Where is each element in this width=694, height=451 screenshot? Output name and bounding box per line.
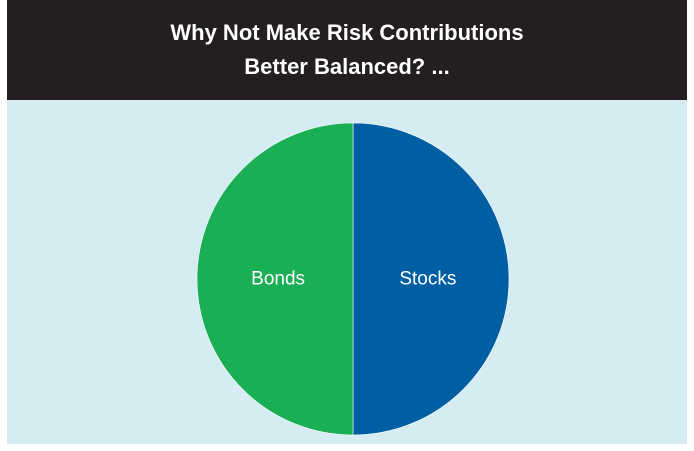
pie-chart: Stocks Bonds (7, 100, 687, 444)
pie-label-stocks: Stocks (399, 269, 456, 290)
chart-title-line-1: Why Not Make Risk Contributions (170, 20, 524, 45)
pie-slices (196, 122, 510, 436)
plot-area: Stocks Bonds (7, 100, 687, 444)
pie-slice-bonds (196, 122, 354, 436)
pie-slice-stocks (352, 122, 510, 436)
chart-title-line-2: Better Balanced? ... (244, 54, 450, 79)
chart-slide: Why Not Make Risk Contributions Better B… (7, 0, 687, 444)
title-bar: Why Not Make Risk Contributions Better B… (7, 0, 687, 100)
pie-label-bonds: Bonds (251, 269, 305, 290)
pie-labels: Stocks Bonds (251, 269, 456, 290)
